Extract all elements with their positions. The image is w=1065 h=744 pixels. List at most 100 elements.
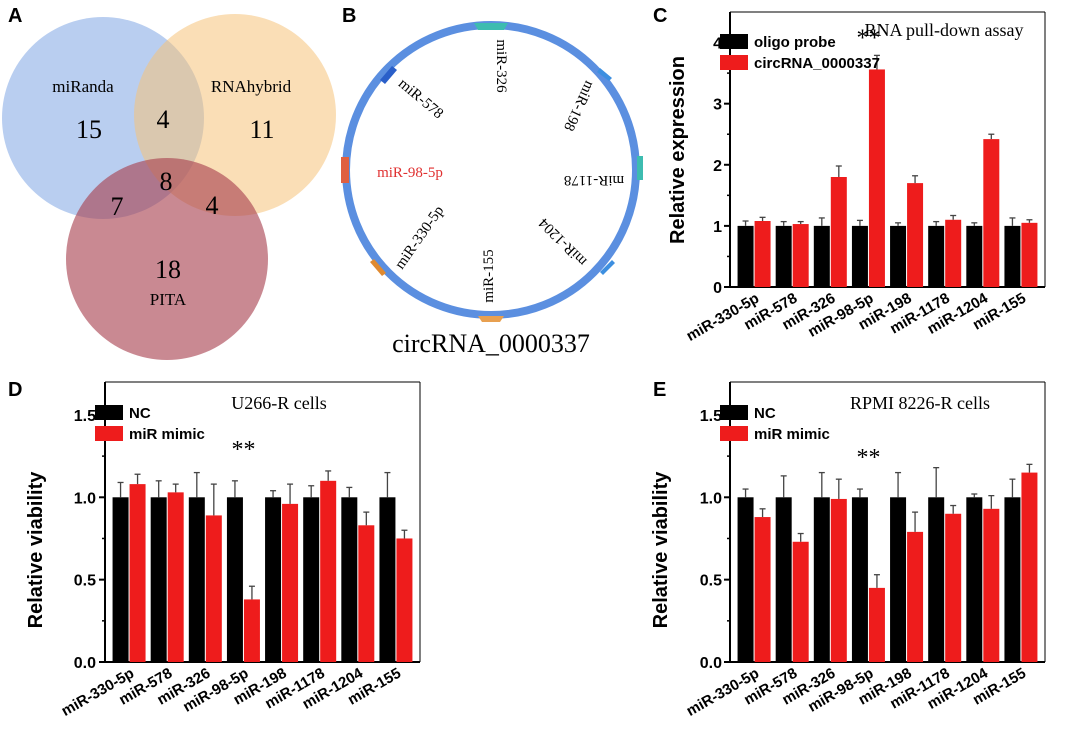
chart-e-bar-treatment (754, 517, 771, 662)
chart-c-bar-treatment (945, 219, 962, 287)
binding-site-marker-right (637, 156, 643, 180)
venn-count-pita-only: 18 (155, 255, 181, 284)
venn-count-miranda-only: 15 (76, 115, 102, 144)
chart-d-ytick-label: 0.5 (74, 573, 96, 590)
chart-e-bar-treatment (792, 541, 809, 662)
chart-d-bar-treatment (129, 484, 146, 662)
chart-c-bar-control (928, 225, 945, 287)
chart-e-bar-control (737, 497, 754, 662)
panel-c-label: C (653, 5, 667, 27)
panel-d-label: D (8, 379, 22, 401)
chart-e-legend-swatch-1 (720, 405, 748, 420)
chart-c-legend-label-1: oligo probe (754, 34, 836, 51)
chart-e-title: RPMI 8226-R cells (850, 393, 990, 413)
chart-e-bar-treatment (945, 513, 962, 662)
mirna-label-330-5p: miR-330-5p (392, 203, 447, 272)
mirna-label-1204: miR-1204 (536, 214, 591, 269)
chart-c-ytick-label: 0 (713, 280, 722, 297)
mirna-label-1178: miR-1178 (564, 172, 624, 188)
chart-c-bar-treatment (1021, 222, 1038, 287)
chart-d-title: U266-R cells (231, 393, 326, 413)
mirna-label-578: miR-578 (395, 76, 446, 123)
chart-d-bar-treatment (282, 503, 299, 662)
binding-site-marker-upper-right (597, 68, 612, 81)
chart-c-legend-label-2: circRNA_0000337 (754, 55, 880, 72)
chart-d-legend-label-1: NC (129, 405, 151, 422)
chart-c-bar-control (813, 225, 830, 287)
chart-c-bars: ** (737, 25, 1038, 287)
chart-e-legend-label-1: NC (754, 405, 776, 422)
chart-e-ylabel: Relative viability (650, 471, 672, 629)
chart-d-legend-swatch-2 (95, 426, 123, 441)
chart-e-legend-swatch-2 (720, 426, 748, 441)
chart-e-bars: ** (737, 445, 1038, 662)
chart-e-bar-control (890, 497, 907, 662)
venn-count-miranda-pita: 7 (111, 192, 124, 221)
panel-e-label: E (653, 379, 666, 401)
chart-d-bar-treatment (167, 492, 184, 662)
chart-e-significance-label: ** (856, 445, 880, 471)
chart-c-bar-treatment (983, 139, 1000, 287)
chart-e-bar-control (1004, 497, 1021, 662)
binding-site-marker-bottom (478, 316, 504, 322)
chart-c-bar-treatment (868, 69, 885, 287)
panel-b: B miR-326 miR-198 miR-1178 miR-1204 miR-… (341, 5, 643, 358)
chart-e-bar-control (928, 497, 945, 662)
chart-c-legend-swatch-2 (720, 55, 748, 70)
chart-c-bar-control (737, 225, 754, 287)
chart-e-ytick-label: 1.5 (700, 408, 722, 425)
circrna-name: circRNA_0000337 (392, 329, 590, 358)
chart-c-ytick-label: 4 (713, 36, 722, 53)
binding-site-marker-left (341, 157, 349, 183)
chart-d-bar-control (265, 497, 282, 662)
chart-e-bar-treatment (1021, 472, 1038, 662)
chart-c-ytick-label: 2 (713, 158, 722, 175)
chart-e-bar-treatment (830, 498, 847, 662)
panel-a: A miRanda RNAhybrid PITA 15 4 11 8 7 4 1… (2, 5, 336, 360)
chart-d-bar-control (379, 497, 396, 662)
chart-c-bar-treatment (754, 221, 771, 287)
chart-d-legend-swatch-1 (95, 405, 123, 420)
chart-c-bar-control (1004, 225, 1021, 287)
panel-c: C RNA pull-down assay Relative expressio… (653, 5, 1046, 345)
chart-d-ytick-label: 1.5 (74, 408, 96, 425)
chart-c-bar-control (851, 225, 868, 287)
chart-c-ytick-label: 1 (713, 219, 722, 236)
venn-label-rnahybrid: RNAhybrid (211, 77, 292, 96)
mirna-label-155: miR-155 (481, 249, 497, 302)
chart-d-bar-control (150, 497, 167, 662)
chart-c-title: RNA pull-down assay (865, 20, 1024, 40)
chart-e-ytick-label: 0.0 (700, 655, 722, 672)
chart-d-bar-control (112, 497, 129, 662)
venn-label-miranda: miRanda (52, 77, 114, 96)
chart-d-bar-treatment (320, 480, 337, 662)
venn-circle-pita (66, 158, 268, 360)
chart-c-ytick-label: 3 (713, 97, 722, 114)
chart-e-bar-treatment (868, 587, 885, 662)
chart-d-bar-control (188, 497, 205, 662)
mirna-label-98-5p: miR-98-5p (377, 165, 443, 181)
chart-e-bar-treatment (907, 531, 924, 662)
binding-site-marker-upper-left (380, 66, 397, 84)
chart-e-legend-label-2: miR mimic (754, 426, 830, 443)
chart-d-significance-label: ** (231, 437, 255, 463)
chart-c-significance-label: ** (856, 25, 880, 51)
mirna-label-198: miR-198 (560, 78, 597, 133)
chart-c-bar-treatment (792, 224, 809, 287)
chart-d-ylabel: Relative viability (25, 471, 47, 629)
chart-e-ytick-label: 0.5 (700, 573, 722, 590)
binding-site-marker-top (474, 23, 508, 30)
chart-c-bar-treatment (830, 177, 847, 287)
chart-c-legend-swatch-1 (720, 34, 748, 49)
chart-d-ytick-label: 1.0 (74, 490, 96, 507)
chart-c-bar-control (775, 225, 792, 287)
chart-d-legend: NC miR mimic (95, 405, 205, 443)
venn-count-rnahybrid-pita: 4 (206, 191, 219, 220)
chart-e-bar-treatment (983, 508, 1000, 662)
chart-e-bar-control (851, 497, 868, 662)
chart-e-bar-control (813, 497, 830, 662)
panel-b-label: B (342, 5, 356, 27)
binding-site-marker-lower-left (370, 259, 386, 276)
chart-d-bar-control (226, 497, 243, 662)
